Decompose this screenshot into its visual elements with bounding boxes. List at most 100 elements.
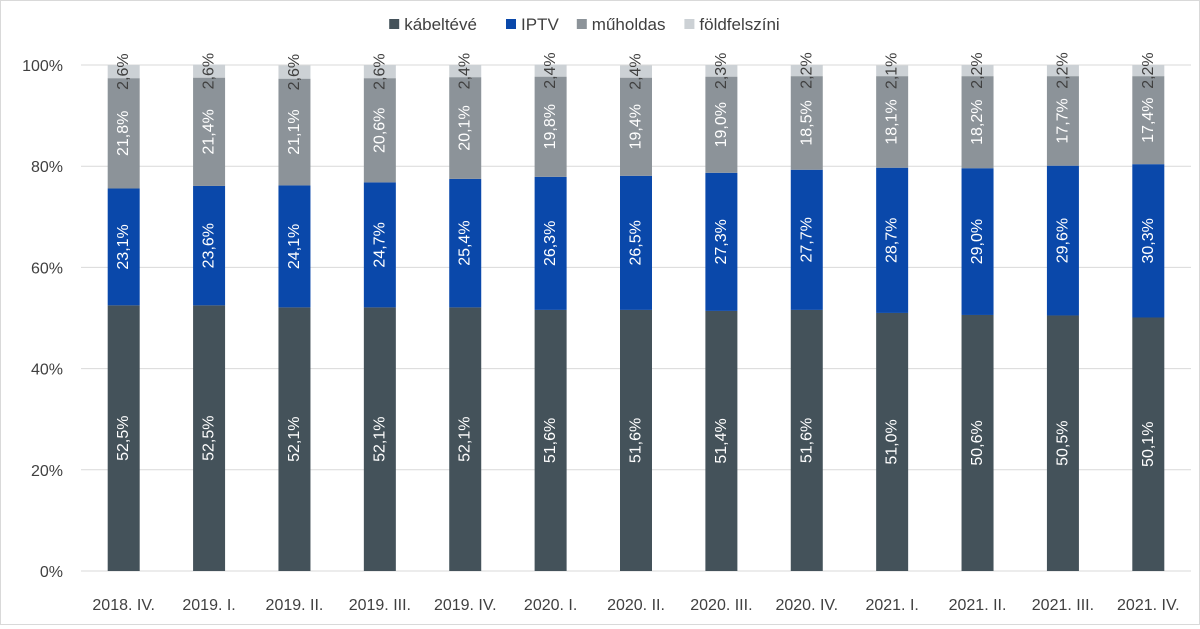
- data-label: 24,7%: [371, 222, 388, 267]
- x-tick-label: 2020. II.: [607, 597, 665, 614]
- data-label: 21,1%: [286, 109, 303, 154]
- data-label: 51,0%: [884, 419, 901, 464]
- y-tick-label: 0%: [40, 564, 63, 581]
- data-label: 52,5%: [201, 415, 218, 460]
- legend-swatch: [506, 19, 516, 29]
- bar-segment: [193, 77, 226, 186]
- data-labels: 52,5% 23,1% 21,8% 2,6% 52,5% 23,6% 21,4% 2,6% 52…: [115, 52, 1157, 467]
- legend-label: műholdas: [592, 15, 666, 34]
- x-tick-label: 2020. III.: [690, 597, 752, 614]
- bar-segment: [1132, 317, 1165, 571]
- bar-segment: [534, 76, 567, 177]
- x-tick-label: 2021. III.: [1032, 597, 1094, 614]
- data-label: 2,6%: [201, 53, 218, 89]
- legend-label: földfelszíni: [699, 15, 779, 34]
- bar-segment: [278, 65, 311, 79]
- y-tick-label: 20%: [31, 463, 63, 480]
- data-label: 52,1%: [371, 416, 388, 461]
- data-label: 2,2%: [969, 52, 986, 88]
- x-tick-label: 2020. IV.: [775, 597, 838, 614]
- data-label: 2,2%: [798, 52, 815, 88]
- bar-segment: [363, 182, 396, 308]
- x-tick-label: 2021. I.: [865, 597, 918, 614]
- data-label: 52,5%: [115, 415, 132, 460]
- bar-segment: [705, 76, 738, 173]
- bar-segment: [961, 76, 994, 169]
- data-label: 24,1%: [286, 224, 303, 269]
- data-label: 17,4%: [1140, 97, 1157, 142]
- data-label: 2,2%: [1054, 52, 1071, 88]
- bar-segment: [534, 176, 567, 310]
- bar-segment: [705, 65, 738, 77]
- data-label: 21,8%: [115, 111, 132, 156]
- bar-segment: [1132, 164, 1165, 318]
- bar-segment: [876, 76, 909, 168]
- bar-segment: [278, 185, 311, 308]
- data-label: 19,8%: [542, 104, 559, 149]
- x-tick-label: 2019. II.: [266, 597, 324, 614]
- bar-segment: [1132, 65, 1165, 77]
- data-label: 28,7%: [884, 218, 901, 263]
- data-label: 2,2%: [1140, 52, 1157, 88]
- data-label: 2,4%: [628, 53, 645, 89]
- bar-segment: [449, 77, 482, 179]
- data-label: 26,5%: [628, 220, 645, 265]
- y-axis: 0% 20% 40% 60% 80% 100%: [22, 58, 63, 581]
- data-label: 23,6%: [201, 223, 218, 268]
- legend-swatch: [576, 19, 587, 29]
- bar-segment: [107, 305, 140, 571]
- data-label: 2,4%: [457, 53, 474, 89]
- y-tick-label: 80%: [31, 159, 63, 176]
- data-label: 26,3%: [542, 221, 559, 266]
- bar-segment: [278, 78, 311, 186]
- bar-segment: [620, 175, 652, 310]
- data-label: 2,6%: [115, 53, 132, 89]
- bar-segment: [363, 78, 396, 183]
- legend-label: IPTV: [521, 15, 559, 34]
- y-tick-label: 40%: [31, 362, 63, 379]
- bar-segment: [107, 78, 140, 189]
- data-label: 25,4%: [457, 220, 474, 265]
- bar-segment: [876, 65, 909, 77]
- data-label: 30,3%: [1140, 218, 1157, 263]
- bar-segment: [876, 167, 909, 313]
- data-label: 50,1%: [1140, 422, 1157, 467]
- bar-segment: [620, 309, 652, 571]
- bar-segment: [107, 65, 140, 79]
- bar-segment: [278, 307, 311, 571]
- data-label: 19,0%: [713, 102, 730, 147]
- x-tick-label: 2021. IV.: [1117, 597, 1180, 614]
- data-label: 18,5%: [798, 100, 815, 145]
- bar-segment: [534, 309, 567, 571]
- bar-segment: [449, 178, 482, 308]
- bar-segment: [1046, 65, 1079, 77]
- data-label: 23,1%: [115, 224, 132, 269]
- bar-segment: [1132, 76, 1165, 165]
- data-label: 20,6%: [371, 108, 388, 153]
- bar-segment: [534, 64, 567, 77]
- bar-segment: [363, 65, 396, 79]
- y-tick-label: 60%: [31, 260, 63, 277]
- data-label: 2,4%: [542, 52, 559, 88]
- y-tick-label: 100%: [22, 58, 63, 75]
- x-tick-label: 2021. II.: [949, 597, 1007, 614]
- data-label: 51,6%: [798, 418, 815, 463]
- bar-segment: [790, 76, 823, 170]
- data-label: 2,6%: [286, 54, 303, 90]
- x-axis: 2018. IV. 2019. I. 2019. II. 2019. III. 2019…: [92, 597, 1179, 614]
- data-label: 51,6%: [628, 418, 645, 463]
- bar-segment: [620, 77, 652, 176]
- x-tick-label: 2019. IV.: [434, 597, 497, 614]
- data-label: 2,3%: [713, 53, 730, 89]
- bar-segment: [193, 305, 226, 571]
- bar-segment: [193, 64, 226, 78]
- x-tick-label: 2018. IV.: [92, 597, 155, 614]
- bar-segment: [961, 314, 994, 571]
- x-tick-label: 2019. I.: [182, 597, 235, 614]
- bar-segment: [449, 65, 482, 78]
- bar-segment: [876, 312, 909, 571]
- bar-segment: [363, 307, 396, 571]
- bar-segment: [1046, 165, 1079, 316]
